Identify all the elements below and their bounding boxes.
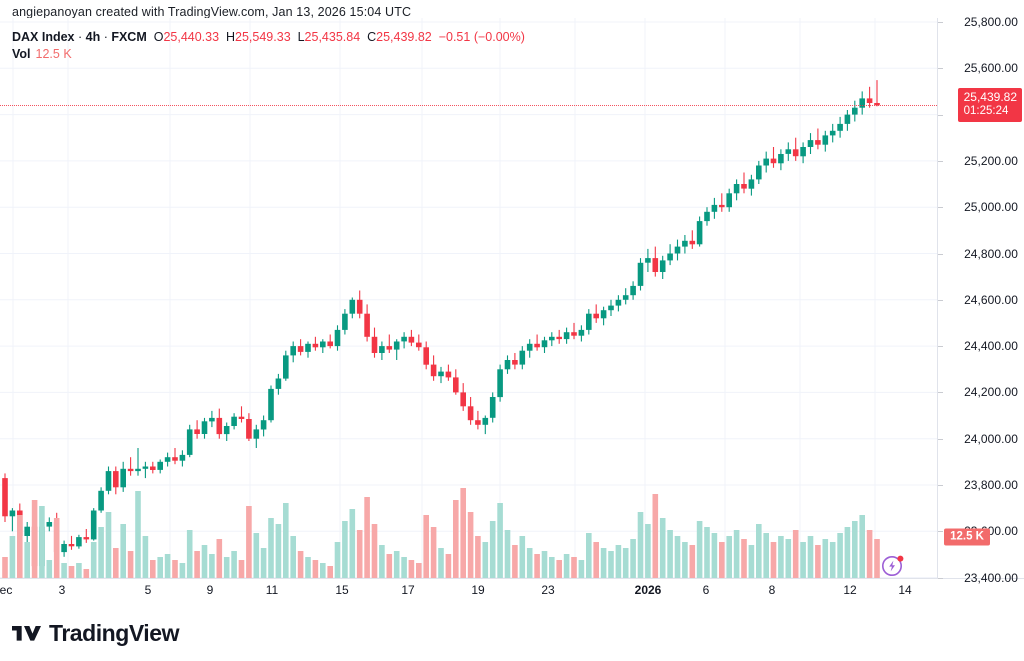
price-tick-label: 24,600.00	[964, 292, 1018, 307]
price-tick-label: 24,800.00	[964, 246, 1018, 261]
time-tick-label: 9	[206, 583, 214, 597]
time-tick-label: 15	[335, 583, 349, 597]
current-price-value: 25,439.82	[963, 90, 1017, 105]
time-tick-label: ec	[0, 583, 13, 597]
price-tick-label: 25,800.00	[964, 15, 1018, 29]
time-tick-label: 14	[898, 583, 912, 597]
tradingview-footer: TradingView	[12, 620, 179, 647]
time-tick-label: 5	[144, 583, 152, 597]
price-tick-dash	[938, 299, 943, 301]
time-tick-label: 3	[58, 583, 66, 597]
price-axis-divider	[937, 18, 938, 578]
price-tick-label: 24,400.00	[964, 339, 1018, 354]
price-tick-label: 24,200.00	[964, 385, 1018, 400]
lightning-bolt-icon[interactable]	[880, 552, 906, 578]
price-tick-label: 25,200.00	[964, 153, 1018, 168]
price-tick-dash	[938, 207, 943, 209]
chart-plot-area[interactable]	[0, 18, 937, 578]
price-tick-dash	[938, 253, 943, 255]
time-tick-label: 6	[702, 583, 710, 597]
volume-value-badge[interactable]: 12.5 K	[944, 528, 990, 546]
time-tick-label: 11	[265, 583, 279, 597]
price-tick-dash	[938, 577, 943, 579]
current-price-line	[0, 105, 937, 107]
price-tick-dash	[938, 68, 943, 70]
price-tick-dash	[938, 392, 943, 394]
price-tick-label: 23,400.00	[964, 570, 1018, 585]
price-tick-label: 25,600.00	[964, 61, 1018, 76]
bar-countdown: 01:25:24	[963, 104, 1009, 117]
tradingview-brand-text: TradingView	[49, 620, 179, 646]
time-tick-label: 2026	[634, 583, 662, 597]
price-tick-dash	[938, 485, 943, 486]
time-tick-label: 23	[541, 583, 555, 597]
price-tick-label: 24,000.00	[964, 431, 1018, 446]
volume-histogram	[2, 488, 880, 578]
price-tick-dash	[938, 114, 943, 116]
time-tick-label: 19	[471, 583, 485, 597]
price-tick-dash	[938, 531, 943, 533]
price-axis[interactable]: 25,800.0025,600.0025,400.0025,200.0025,0…	[938, 15, 1024, 585]
time-axis-divider	[0, 578, 1024, 579]
current-price-badge[interactable]: 25,439.82 01:25:24	[957, 88, 1022, 123]
price-tick-dash	[938, 160, 943, 162]
time-tick-label: 12	[843, 583, 857, 597]
time-tick-label: 17	[401, 583, 415, 597]
price-tick-dash	[938, 438, 943, 440]
time-axis[interactable]: ec 3 5 9 11 15 17 19 23 2026 6 8 12 14	[0, 579, 937, 605]
price-tick-label: 25,000.00	[964, 200, 1018, 215]
price-tick-label: 23,800.00	[964, 478, 1018, 492]
attribution-text: angiepanoyan created with TradingView.co…	[12, 5, 412, 19]
price-tick-dash	[938, 346, 943, 348]
tradingview-logo-icon	[12, 624, 42, 643]
price-tick-dash	[938, 22, 943, 23]
time-tick-label: 8	[768, 583, 776, 597]
